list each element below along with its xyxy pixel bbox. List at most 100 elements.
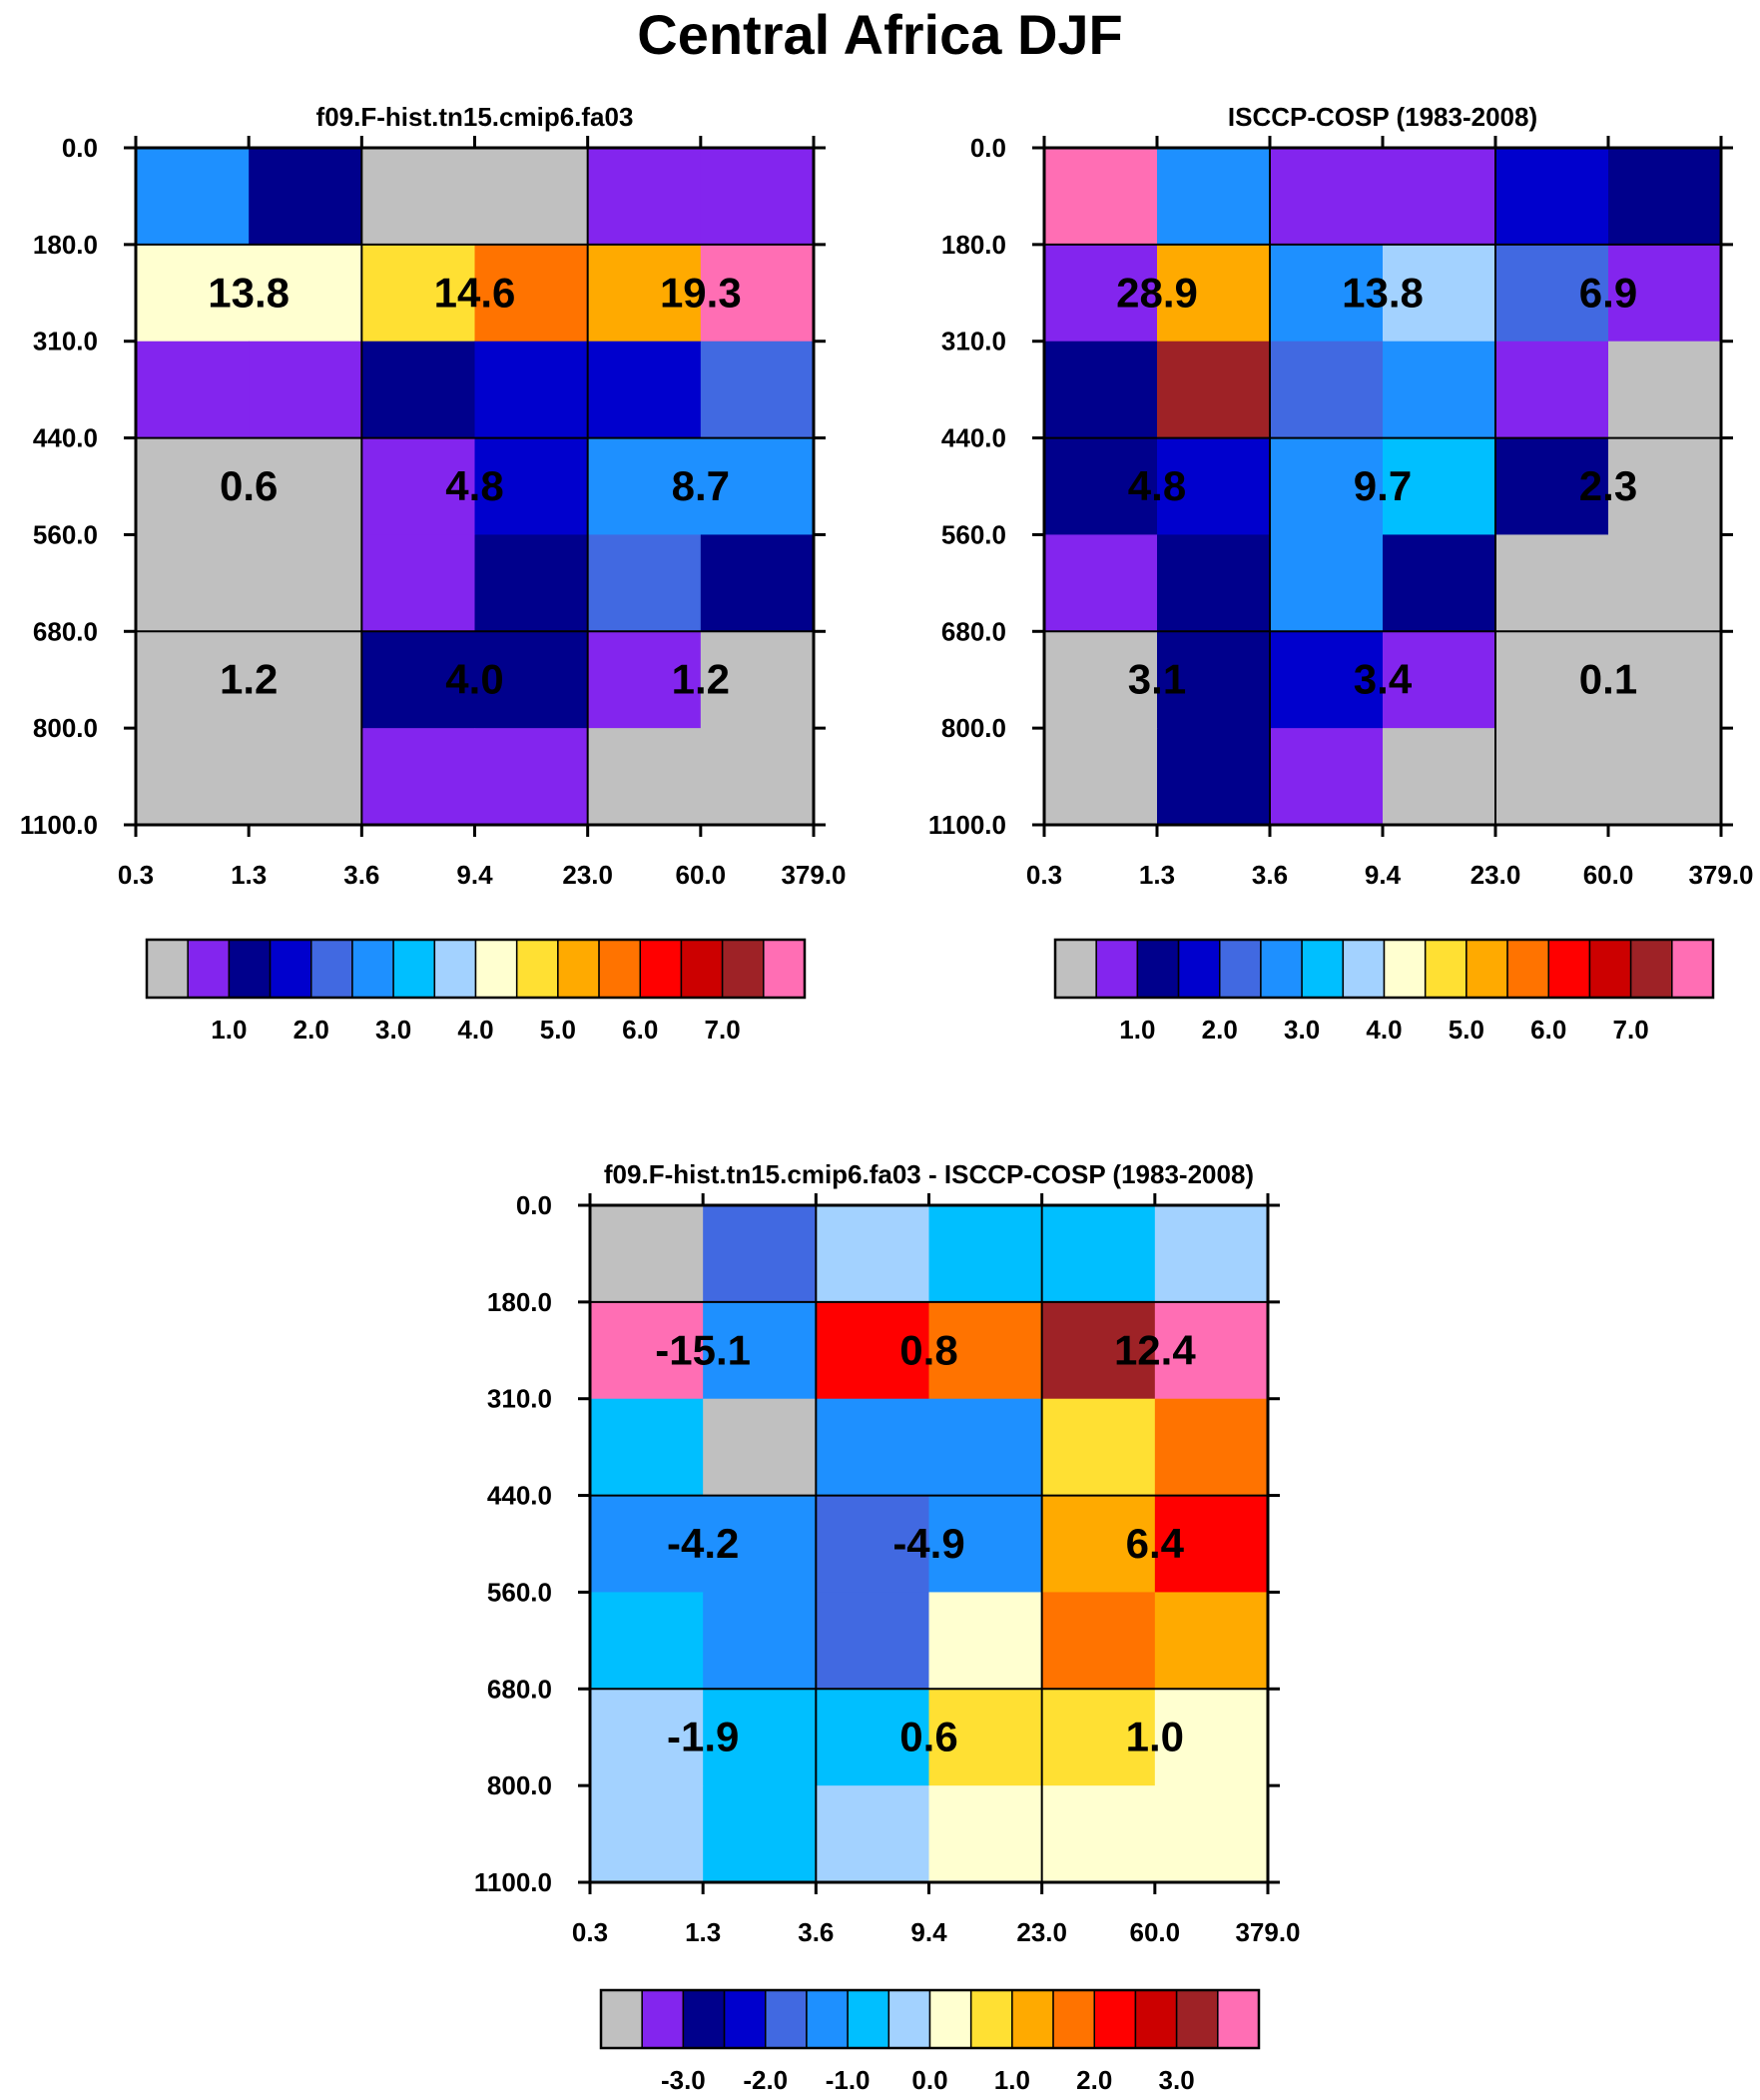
colorbar-label: 2.0 (1076, 2065, 1112, 2095)
colorbar-frame (145, 938, 807, 1000)
y-tick-label: 0.0 (62, 133, 98, 163)
heatmap-cell (590, 1785, 704, 1883)
colorbar-swatch (1054, 939, 1097, 999)
heatmap-cell (474, 437, 589, 536)
colorbar-swatch (1671, 939, 1714, 999)
x-tick-label: 60.0 (1130, 1917, 1181, 1947)
colorbar-swatch (1134, 1989, 1178, 2049)
heatmap-cell (1041, 1301, 1156, 1400)
obs-heatmap: ISCCP-COSP (1983-2008) 0.3 1.3 3.6 9.4 23.0 60… (928, 102, 1754, 890)
y-tick-label: 680.0 (487, 1674, 552, 1704)
y-tick-label: 180.0 (941, 230, 1006, 260)
y-tick-label: 1100.0 (928, 810, 1006, 840)
x-tick-label: 1.3 (1139, 860, 1175, 890)
heatmap-cell (249, 728, 362, 826)
colorbar-swatch (1342, 939, 1386, 999)
colorbar-swatch (887, 1989, 931, 2049)
colorbar-swatch (1136, 939, 1180, 999)
cell-value-label: 9.7 (1354, 462, 1412, 509)
colorbar-label: 5.0 (1449, 1015, 1484, 1045)
x-tick-label: 1.3 (685, 1917, 721, 1947)
heatmap-cell (928, 1785, 1043, 1883)
heatmap-cell (1154, 1205, 1269, 1303)
y-tick-label: 1100.0 (474, 1867, 552, 1897)
heatmap-cell (1383, 148, 1496, 246)
cell-value-label: 19.3 (660, 269, 742, 316)
heatmap-cell (1383, 728, 1496, 826)
heatmap-cell (474, 728, 589, 826)
colorbar-swatch (847, 1989, 890, 2049)
colorbar-label: -3.0 (661, 2065, 706, 2095)
heatmap-cell (1270, 728, 1384, 826)
x-tick-label: 23.0 (562, 860, 613, 890)
heatmap-cell (1157, 148, 1271, 246)
y-tick-label: 440.0 (941, 423, 1006, 453)
colorbar-label: 5.0 (540, 1015, 576, 1045)
heatmap-cell (1608, 631, 1722, 729)
heatmap-cell (1608, 341, 1722, 439)
cell-value-label: 4.8 (1128, 462, 1186, 509)
heatmap-cell (1495, 341, 1609, 439)
heatmap-cell (1495, 534, 1609, 632)
heatmap-cell (1041, 1495, 1156, 1594)
diff-grid (590, 1205, 1268, 1882)
heatmap-cell (700, 148, 815, 246)
colorbar-swatch (641, 1989, 685, 2049)
x-tick-label: 3.6 (343, 860, 379, 890)
cell-value-label: 1.2 (672, 656, 730, 703)
x-tick-label: 0.3 (1026, 860, 1062, 890)
colorbar-label: 6.0 (1530, 1015, 1566, 1045)
colorbar-swatch (928, 1989, 972, 2049)
heatmap-cell (1270, 148, 1384, 246)
colorbar-swatch (598, 939, 641, 999)
heatmap-cell (1270, 437, 1384, 536)
cell-value-label: -15.1 (655, 1326, 751, 1373)
heatmap-cell (1044, 437, 1158, 536)
heatmap-cell (1154, 1592, 1269, 1690)
heatmap-cell (816, 1205, 930, 1303)
y-tick-label: 0.0 (970, 133, 1006, 163)
heatmap-cell (703, 1205, 817, 1303)
heatmap-cell (1154, 1689, 1269, 1786)
colorbar-swatch (228, 939, 272, 999)
heatmap-cell (1044, 244, 1158, 343)
heatmap-cell (136, 631, 250, 729)
heatmap-cell (249, 341, 362, 439)
y-tick-label: 560.0 (941, 519, 1006, 549)
colorbar-label: -2.0 (743, 2065, 788, 2095)
heatmap-cell (249, 534, 362, 632)
colorbar-swatch (806, 1989, 849, 2049)
heatmap-cell (1495, 244, 1609, 343)
colorbar-swatch (310, 939, 353, 999)
heatmap-cell (1608, 148, 1722, 246)
obs-colorbar: 1.0 2.0 3.0 4.0 5.0 6.0 7.0 (1053, 938, 1715, 1045)
cell-value-label: 0.6 (899, 1714, 957, 1760)
heatmap-cell (1495, 148, 1609, 246)
y-tick-label: 180.0 (487, 1287, 552, 1317)
heatmap-cell (1270, 534, 1384, 632)
colorbar-swatch (763, 939, 806, 999)
colorbar-swatch (721, 939, 765, 999)
y-tick-label: 560.0 (33, 519, 98, 549)
heatmap-cell (700, 631, 815, 729)
colorbar-label: 2.0 (1202, 1015, 1238, 1045)
colorbar-swatch (146, 939, 189, 999)
cell-value-label: 6.9 (1579, 269, 1637, 316)
colorbar-swatch (1424, 939, 1467, 999)
heatmap-cell (1383, 631, 1496, 729)
page-title: Central Africa DJF (637, 3, 1123, 66)
y-tick-label: 310.0 (941, 327, 1006, 356)
heatmap-cell (1608, 437, 1722, 536)
heatmap-cell (1270, 341, 1384, 439)
heatmap-cell (816, 1592, 930, 1690)
x-tick-label: 3.6 (798, 1917, 834, 1947)
heatmap-cell (816, 1301, 930, 1400)
cell-value-label: 3.1 (1128, 656, 1186, 703)
heatmap-cell (1044, 631, 1158, 729)
cell-value-label: 0.1 (1579, 656, 1637, 703)
model-title: f09.F-hist.tn15.cmip6.fa03 (316, 102, 634, 132)
colorbar-swatch (1466, 939, 1508, 999)
heatmap-cell (587, 437, 702, 536)
colorbar-swatch (351, 939, 394, 999)
y-tick-label: 800.0 (941, 713, 1006, 743)
